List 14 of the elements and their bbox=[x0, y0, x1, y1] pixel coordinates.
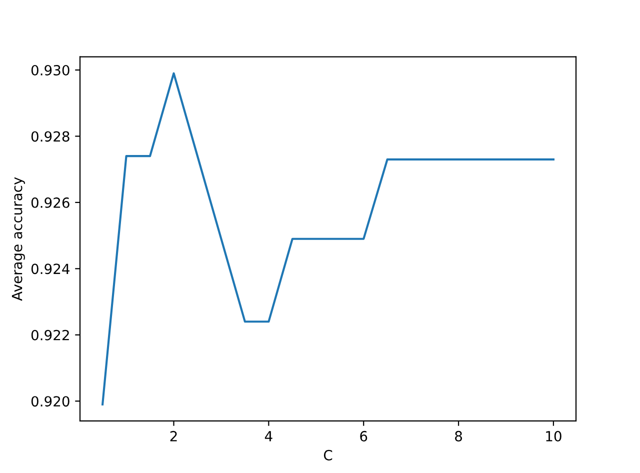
y-tick-label: 0.930 bbox=[31, 64, 70, 76]
y-tick-label: 0.926 bbox=[31, 197, 70, 208]
x-tick-label: 2 bbox=[170, 430, 177, 442]
line-series bbox=[102, 72, 554, 406]
x-tick-label: 10 bbox=[546, 430, 562, 442]
y-tick-label: 0.924 bbox=[31, 264, 70, 274]
y-axis-title: Average accuracy bbox=[12, 177, 25, 301]
x-tick-label: 8 bbox=[455, 430, 462, 442]
x-axis-title: C bbox=[324, 450, 332, 460]
x-tick-label: 4 bbox=[264, 431, 272, 442]
y-tick-label: 0.922 bbox=[31, 330, 69, 340]
y-tick-label: 0.920 bbox=[31, 396, 70, 407]
y-tick-label: 0.928 bbox=[31, 131, 70, 142]
x-tick-label: 6 bbox=[360, 430, 368, 442]
